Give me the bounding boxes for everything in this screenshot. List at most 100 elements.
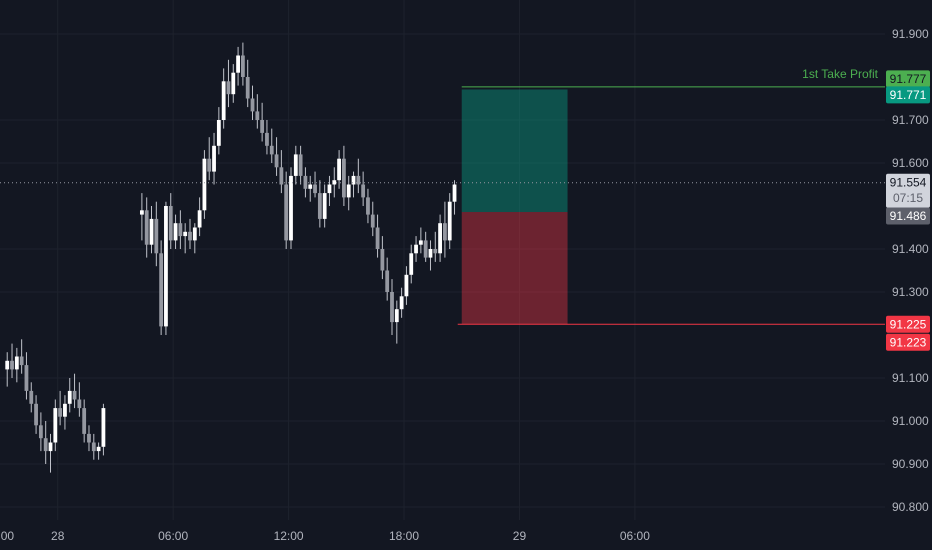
price-tag-value: 91.777 [890, 72, 927, 86]
candle-body [48, 442, 53, 452]
candle-body [231, 72, 236, 95]
candle-body [452, 184, 457, 202]
candle-body [14, 356, 19, 370]
y-tick-label: 91.600 [892, 156, 929, 170]
candle-body [212, 145, 216, 172]
candle-body [19, 356, 24, 366]
candle-body [298, 154, 303, 176]
y-tick-label: 90.900 [892, 457, 929, 471]
candle-body [77, 399, 82, 409]
candle-body [346, 184, 351, 198]
candle-body [24, 365, 29, 391]
candle-body [82, 408, 87, 434]
candle-body [399, 296, 404, 310]
price-tag [886, 207, 930, 225]
candle-body [255, 111, 260, 120]
y-tick-label: 91.100 [892, 371, 929, 385]
candle-body [418, 240, 423, 245]
candle-body [308, 184, 313, 189]
candle-body [404, 274, 409, 297]
candle-body [202, 158, 207, 211]
price-tags: 91.777 91.771 91.554 07:15 91.486 91.225 91.22… [886, 70, 930, 351]
candle-body [313, 184, 317, 194]
candle-body [250, 98, 255, 112]
candle-body [274, 154, 279, 168]
x-tick-label: 12:00 [274, 529, 304, 543]
candle-body [390, 292, 394, 323]
axis-labels: 91.900 91.700 91.600 91.400 91.300 91.100 91.0… [0, 27, 929, 543]
candle-body [91, 442, 96, 452]
horizontal-lines[interactable]: 1st Take Profit [0, 67, 885, 325]
price-tag-value: 91.225 [890, 317, 927, 331]
x-tick-label: 06:00 [620, 529, 650, 543]
candle-body [327, 184, 332, 194]
candle-body [154, 218, 159, 254]
candle-body [375, 227, 380, 249]
candle-body [10, 360, 14, 370]
candle-body [38, 425, 43, 439]
candle-body [341, 158, 346, 198]
price-tag [886, 86, 930, 104]
candle-body [53, 408, 58, 443]
candle-body [414, 244, 418, 254]
candle-body [159, 253, 164, 327]
candle-body [72, 390, 77, 400]
candle-body [337, 158, 341, 181]
candle-body [370, 214, 375, 228]
candle-body [221, 81, 226, 120]
candle-body [58, 408, 63, 417]
candle-body [216, 120, 221, 146]
price-tag-value: 91.554 [890, 175, 927, 189]
candle-body [63, 403, 67, 417]
candle-body [428, 249, 433, 258]
candle-body [168, 206, 173, 241]
candle-body [356, 175, 361, 185]
price-tag [886, 173, 930, 208]
price-tag [886, 333, 930, 351]
candle-body [87, 433, 91, 443]
candle-body [67, 390, 72, 404]
candle-body [322, 193, 327, 219]
candle-body [303, 175, 308, 189]
candle-body [207, 158, 212, 172]
y-tick-label: 91.300 [892, 285, 929, 299]
x-tick-label: 21:00 [0, 529, 14, 543]
candle-body [43, 438, 48, 452]
candle-body [173, 223, 178, 241]
candle-body [380, 249, 385, 271]
profit-zone[interactable] [461, 89, 568, 213]
candle-body [226, 81, 231, 95]
candle-body [144, 210, 149, 245]
candle-series [5, 42, 457, 473]
candle-body [409, 253, 414, 275]
candle-body [332, 180, 337, 185]
price-tag-value: 91.223 [890, 335, 927, 349]
y-tick-label: 91.400 [892, 242, 929, 256]
candle-body [284, 184, 289, 241]
candle-body [385, 270, 390, 292]
candle-body [361, 184, 366, 198]
position-tool[interactable] [461, 89, 568, 325]
loss-zone[interactable] [461, 212, 568, 325]
candle-body [245, 77, 250, 99]
candle-body [139, 210, 144, 215]
candle-body [188, 231, 192, 241]
countdown-label: 07:15 [893, 191, 923, 205]
grid-lines [0, 0, 885, 520]
candle-body [240, 55, 245, 77]
candle-body [423, 240, 428, 258]
candle-body [183, 231, 188, 237]
candle-body [5, 360, 10, 370]
price-tag [886, 70, 930, 88]
candle-body [101, 408, 106, 447]
price-tag-value: 91.771 [890, 88, 927, 102]
candle-body [366, 197, 370, 215]
x-tick-label: 06:00 [158, 529, 188, 543]
candle-body [394, 309, 399, 323]
y-tick-label: 90.800 [892, 500, 929, 514]
price-tag [886, 315, 930, 333]
x-tick-label: 29 [513, 529, 527, 543]
candle-body [317, 193, 322, 219]
